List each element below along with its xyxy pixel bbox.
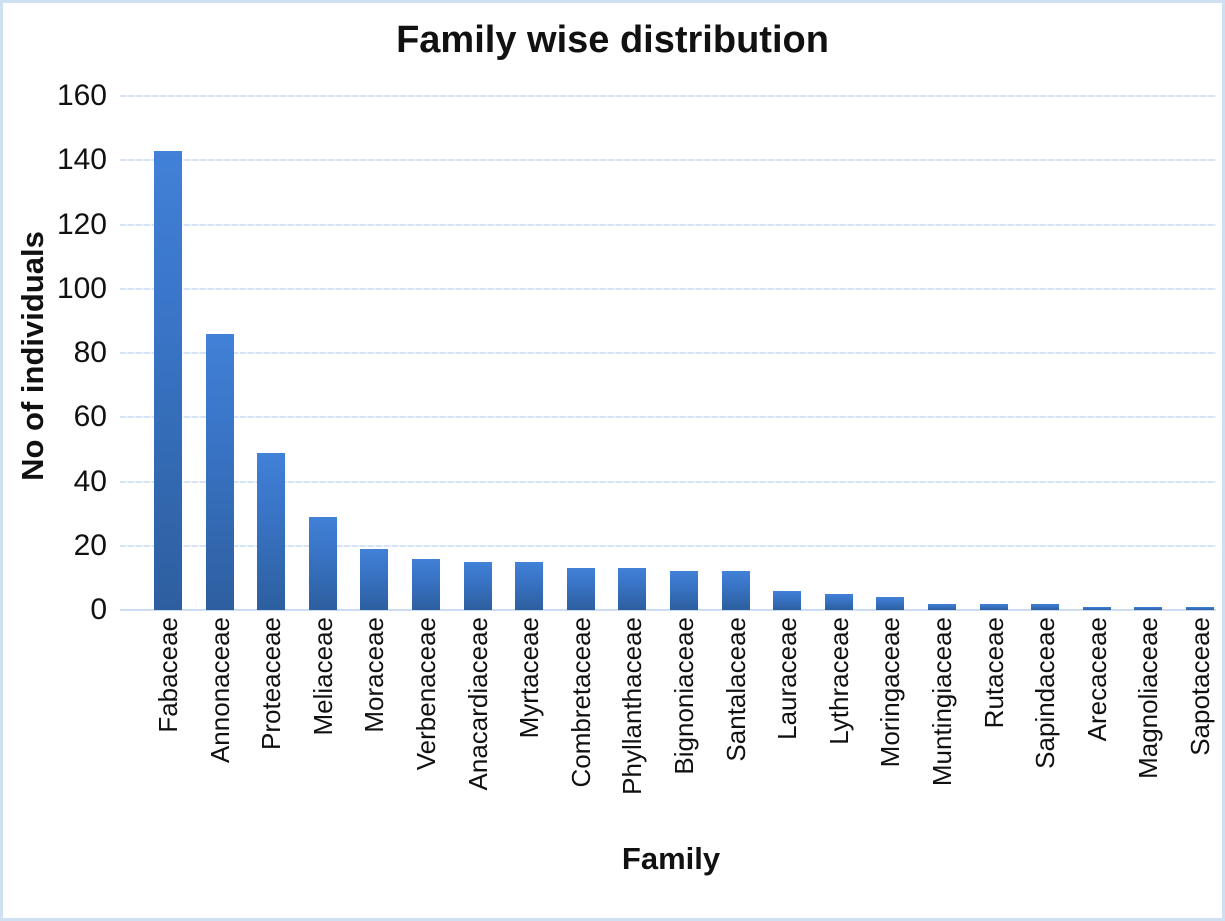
gridline-140: [120, 159, 1216, 162]
gridline-100: [120, 287, 1216, 290]
category-label-magnoliaceae: Magnoliaceae: [1133, 617, 1163, 779]
gridline-40: [120, 480, 1216, 483]
y-tick-label-0: 0: [90, 593, 107, 626]
bar-proteaceae: [257, 453, 285, 610]
gridline-20: [120, 544, 1216, 547]
gridline-60: [120, 416, 1216, 419]
bar-bignoniaceae: [670, 571, 698, 610]
gridline-160: [120, 95, 1216, 97]
bar-sapindaceae: [1031, 604, 1059, 610]
category-label-anacardiaceae: Anacardiaceae: [463, 617, 493, 791]
bar-anacardiaceae: [464, 562, 492, 610]
bar-annonaceae: [206, 334, 234, 610]
y-tick-label-40: 40: [73, 464, 107, 498]
y-tick-label-160: 160: [56, 79, 107, 112]
y-tick-label-80: 80: [73, 336, 107, 369]
category-label-moraceae: Moraceae: [359, 617, 389, 733]
category-label-moringaceae: Moringaceae: [875, 617, 905, 768]
category-label-bignoniaceae: Bignoniaceae: [669, 617, 699, 775]
bar-rutaceae: [980, 604, 1008, 610]
category-label-combretaceae: Combretaceae: [566, 617, 596, 788]
category-label-lauraceae: Lauraceae: [772, 617, 802, 740]
y-tick-label-60: 60: [73, 400, 107, 434]
bar-phyllanthaceae: [618, 568, 646, 610]
bar-magnoliaceae: [1134, 607, 1162, 610]
bar-santalaceae: [722, 571, 750, 610]
x-axis-line: [120, 609, 1216, 611]
bar-arecaceae: [1083, 607, 1111, 610]
category-label-phyllanthaceae: Phyllanthaceae: [617, 617, 647, 795]
category-label-myrtaceae: Myrtaceae: [514, 617, 544, 739]
bar-muntingiaceae: [928, 604, 956, 610]
gridline-120: [120, 223, 1216, 226]
y-tick-label-100: 100: [56, 271, 107, 305]
category-label-sapotaceae: Sapotaceae: [1185, 617, 1215, 756]
category-label-verbenaceae: Verbenaceae: [411, 617, 441, 771]
bar-lauraceae: [773, 591, 801, 610]
bar-myrtaceae: [515, 562, 543, 610]
category-label-fabaceae: Fabaceae: [153, 617, 183, 733]
y-tick-label-120: 120: [56, 207, 107, 241]
category-label-proteaceae: Proteaceae: [256, 617, 286, 750]
bar-verbenaceae: [412, 559, 440, 610]
category-label-rutaceae: Rutaceae: [979, 617, 1009, 729]
category-label-lythraceae: Lythraceae: [824, 617, 854, 745]
y-tick-label-140: 140: [56, 143, 107, 177]
chart-title: Family wise distribution: [396, 19, 829, 61]
bar-fabaceae: [154, 151, 182, 610]
gridline-80: [120, 352, 1216, 354]
category-label-meliaceae: Meliaceae: [308, 617, 338, 736]
bar-lythraceae: [825, 594, 853, 610]
bar-meliaceae: [309, 517, 337, 610]
category-label-muntingiaceae: Muntingiaceae: [927, 617, 957, 787]
bar-sapotaceae: [1186, 607, 1214, 610]
category-label-sapindaceae: Sapindaceae: [1030, 617, 1060, 769]
y-tick-label-20: 20: [73, 528, 107, 562]
bar-moringaceae: [876, 597, 904, 610]
category-label-arecaceae: Arecaceae: [1082, 617, 1112, 742]
category-label-annonaceae: Annonaceae: [205, 617, 235, 764]
x-axis-title: Family: [621, 841, 721, 876]
bar-moraceae: [360, 549, 388, 610]
category-label-santalaceae: Santalaceae: [721, 617, 751, 762]
bar-combretaceae: [567, 568, 595, 610]
